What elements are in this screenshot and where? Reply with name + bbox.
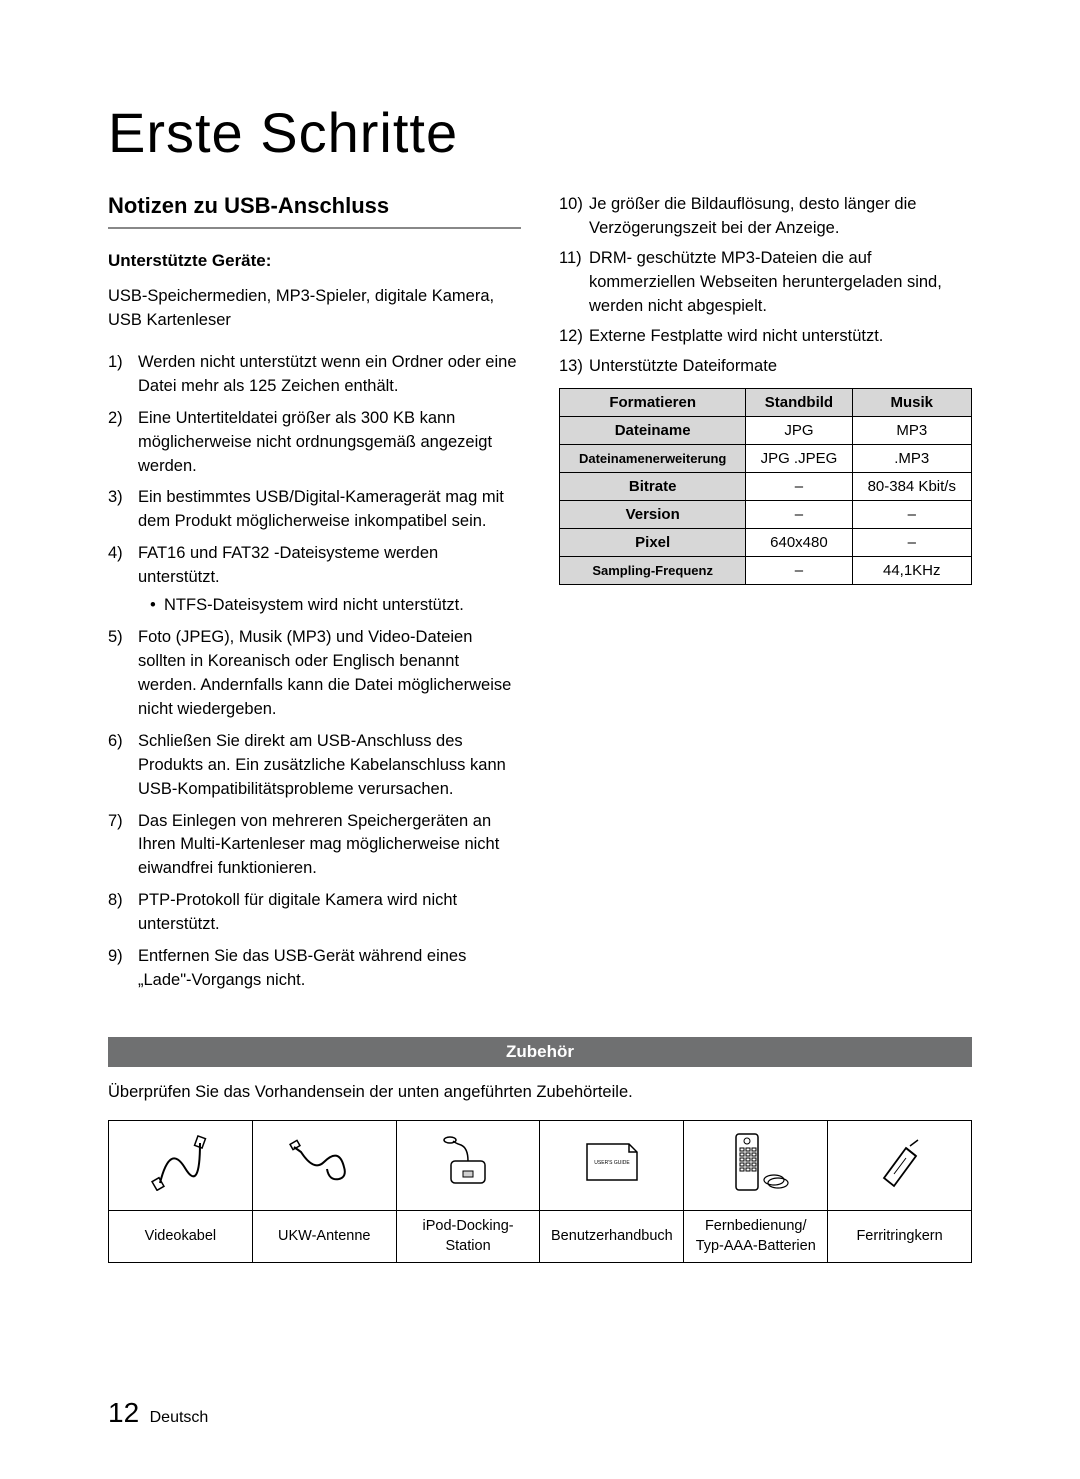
accessories-table: USER'S GUIDE: [108, 1120, 972, 1263]
note-text: Je größer die Bildauflösung, desto länge…: [589, 195, 916, 237]
list-item: 5)Foto (JPEG), Musik (MP3) und Video-Dat…: [108, 626, 521, 722]
list-item: 12)Externe Festplatte wird nicht unterst…: [559, 325, 972, 349]
left-column: Notizen zu USB-Anschluss Unterstützte Ge…: [108, 193, 521, 1001]
table-row: Version – –: [560, 501, 972, 529]
cell: JPG: [746, 417, 852, 445]
accessories-heading-bar: Zubehör: [108, 1037, 972, 1067]
accessory-label: iPod-Docking-Station: [396, 1210, 540, 1262]
list-item: 4)FAT16 und FAT32 -Dateisysteme werden u…: [108, 542, 521, 618]
table-row: Sampling-Frequenz – 44,1KHz: [560, 557, 972, 585]
cell: –: [852, 501, 971, 529]
row-label: Pixel: [560, 529, 746, 557]
accessories-labels-row: Videokabel UKW-Antenne iPod-Docking-Stat…: [109, 1210, 972, 1262]
accessory-label: UKW-Antenne: [252, 1210, 396, 1262]
row-label: Sampling-Frequenz: [560, 557, 746, 585]
ferrite-core-icon: [828, 1120, 972, 1210]
list-item: 2)Eine Untertiteldatei größer als 300 KB…: [108, 407, 521, 479]
note-text: PTP-Protokoll für digitale Kamera wird n…: [138, 891, 457, 933]
two-column-layout: Notizen zu USB-Anschluss Unterstützte Ge…: [108, 193, 972, 1001]
sub-list: NTFS-Dateisystem wird nicht unterstützt.: [138, 594, 521, 618]
cell: JPG .JPEG: [746, 445, 852, 473]
document-page: Erste Schritte Notizen zu USB-Anschluss …: [0, 0, 1080, 1479]
svg-text:USER'S GUIDE: USER'S GUIDE: [594, 1160, 630, 1166]
accessories-intro: Überprüfen Sie das Vorhandensein der unt…: [108, 1083, 972, 1102]
right-column: 10)Je größer die Bildauflösung, desto lä…: [559, 193, 972, 1001]
table-header: Musik: [852, 389, 971, 417]
accessory-label: Benutzerhandbuch: [540, 1210, 684, 1262]
accessory-label: Fernbedienung/ Typ-AAA-Batterien: [684, 1210, 828, 1262]
note-text: Schließen Sie direkt am USB-Anschluss de…: [138, 732, 506, 798]
page-language: Deutsch: [150, 1409, 209, 1426]
list-item: 7)Das Einlegen von mehreren Speichergerä…: [108, 810, 521, 882]
row-label: Bitrate: [560, 473, 746, 501]
video-cable-icon: [109, 1120, 253, 1210]
list-item: 1)Werden nicht unterstützt wenn ein Ordn…: [108, 351, 521, 399]
note-text: Unterstützte Dateiformate: [589, 357, 777, 375]
note-text: Eine Untertiteldatei größer als 300 KB k…: [138, 409, 492, 475]
row-label: Version: [560, 501, 746, 529]
cell: 640x480: [746, 529, 852, 557]
list-item: 13)Unterstützte Dateiformate: [559, 355, 972, 379]
ipod-dock-icon: [396, 1120, 540, 1210]
supported-devices-text: USB-Speichermedien, MP3-Spieler, digital…: [108, 285, 521, 333]
remote-batteries-icon: [684, 1120, 828, 1210]
note-text: FAT16 und FAT32 -Dateisysteme werden unt…: [138, 544, 438, 586]
list-item: 8)PTP-Protokoll für digitale Kamera wird…: [108, 889, 521, 937]
cell: –: [746, 501, 852, 529]
sub-list-item: NTFS-Dateisystem wird nicht unterstützt.: [150, 594, 521, 618]
accessory-label: Videokabel: [109, 1210, 253, 1262]
list-item: 3)Ein bestimmtes USB/Digital-Kameragerät…: [108, 486, 521, 534]
list-item: 6)Schließen Sie direkt am USB-Anschluss …: [108, 730, 521, 802]
cell: MP3: [852, 417, 971, 445]
file-formats-table: Formatieren Standbild Musik Dateiname JP…: [559, 388, 972, 585]
note-text: Foto (JPEG), Musik (MP3) und Video-Datei…: [138, 628, 511, 718]
note-text: Externe Festplatte wird nicht unterstütz…: [589, 327, 883, 345]
cell: 44,1KHz: [852, 557, 971, 585]
accessory-label: Ferritringkern: [828, 1210, 972, 1262]
usb-notes-right: 10)Je größer die Bildauflösung, desto lä…: [559, 193, 972, 378]
row-label: Dateiname: [560, 417, 746, 445]
note-text: Das Einlegen von mehreren Speichergeräte…: [138, 812, 499, 878]
list-item: 11)DRM- geschützte MP3-Dateien die auf k…: [559, 247, 972, 319]
usb-notes-left: 1)Werden nicht unterstützt wenn ein Ordn…: [108, 351, 521, 993]
usb-section-heading: Notizen zu USB-Anschluss: [108, 193, 521, 229]
list-item: 9)Entfernen Sie das USB-Gerät während ei…: [108, 945, 521, 993]
note-text: Werden nicht unterstützt wenn ein Ordner…: [138, 353, 517, 395]
row-label: Dateinamenerweiterung: [560, 445, 746, 473]
supported-devices-heading: Unterstützte Geräte:: [108, 251, 521, 271]
page-number: 12: [108, 1397, 139, 1428]
page-title: Erste Schritte: [108, 100, 972, 165]
table-header: Formatieren: [560, 389, 746, 417]
table-row: Pixel 640x480 –: [560, 529, 972, 557]
table-row: Bitrate – 80-384 Kbit/s: [560, 473, 972, 501]
note-text: Ein bestimmtes USB/Digital-Kameragerät m…: [138, 488, 504, 530]
list-item: 10)Je größer die Bildauflösung, desto lä…: [559, 193, 972, 241]
page-footer: 12 Deutsch: [108, 1397, 208, 1429]
note-text: Entfernen Sie das USB-Gerät während eine…: [138, 947, 466, 989]
accessories-icons-row: USER'S GUIDE: [109, 1120, 972, 1210]
cell: –: [746, 557, 852, 585]
cell: .MP3: [852, 445, 971, 473]
cell: –: [852, 529, 971, 557]
table-row: Dateiname JPG MP3: [560, 417, 972, 445]
table-header: Standbild: [746, 389, 852, 417]
cell: –: [746, 473, 852, 501]
manual-icon: USER'S GUIDE: [540, 1120, 684, 1210]
cell: 80-384 Kbit/s: [852, 473, 971, 501]
fm-antenna-icon: [252, 1120, 396, 1210]
table-row: Dateinamenerweiterung JPG .JPEG .MP3: [560, 445, 972, 473]
note-text: DRM- geschützte MP3-Dateien die auf komm…: [589, 249, 942, 315]
